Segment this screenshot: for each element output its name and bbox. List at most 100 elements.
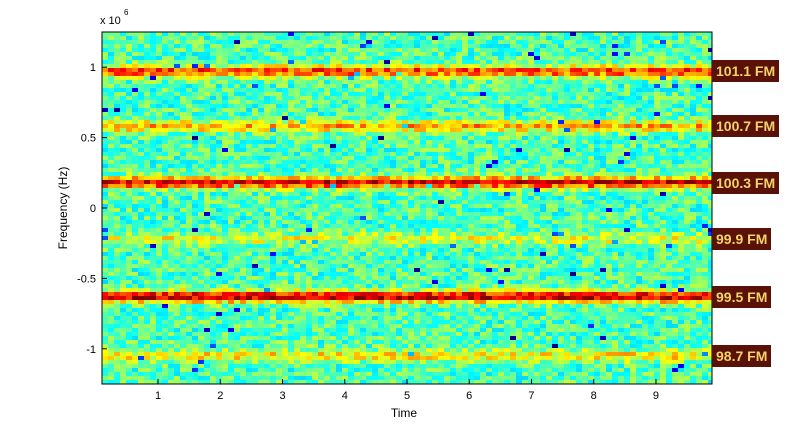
heatmap-cell xyxy=(624,184,630,188)
heatmap-cell xyxy=(336,88,342,92)
heatmap-cell xyxy=(624,92,630,96)
heatmap-cell xyxy=(288,208,294,212)
heatmap-cell xyxy=(342,36,348,40)
heatmap-cell xyxy=(648,132,654,136)
heatmap-cell xyxy=(480,224,486,228)
heatmap-cell xyxy=(198,32,204,36)
heatmap-cell xyxy=(162,32,168,36)
heatmap-cell xyxy=(102,216,108,220)
heatmap-cell xyxy=(486,48,492,52)
heatmap-cell xyxy=(486,172,492,176)
heatmap-cell xyxy=(654,120,660,124)
heatmap-cell xyxy=(594,188,600,192)
heatmap-cell xyxy=(690,124,696,128)
heatmap-cell xyxy=(450,96,456,100)
heatmap-cell xyxy=(270,172,276,176)
heatmap-cell xyxy=(636,192,642,196)
heatmap-cell xyxy=(342,40,348,44)
heatmap-cell xyxy=(540,148,546,152)
heatmap-cell xyxy=(264,80,270,84)
heatmap-cell xyxy=(534,148,540,152)
heatmap-cell xyxy=(390,200,396,204)
heatmap-cell xyxy=(672,40,678,44)
heatmap-cell xyxy=(618,84,624,88)
heatmap-cell xyxy=(654,144,660,148)
heatmap-cell xyxy=(486,216,492,220)
heatmap-cell xyxy=(654,68,660,72)
heatmap-cell xyxy=(114,180,120,184)
heatmap-cell xyxy=(324,104,330,108)
heatmap-cell xyxy=(636,116,642,120)
heatmap-cell xyxy=(510,136,516,140)
heatmap-cell xyxy=(630,172,636,176)
heatmap-cell xyxy=(282,172,288,176)
heatmap-cell xyxy=(180,204,186,208)
heatmap-cell xyxy=(402,224,408,228)
heatmap-cell xyxy=(642,164,648,168)
heatmap-cell xyxy=(342,176,348,180)
heatmap-cell xyxy=(606,164,612,168)
heatmap-cell xyxy=(300,208,306,212)
heatmap-cell xyxy=(300,76,306,80)
heatmap-cell xyxy=(516,76,522,80)
heatmap-cell xyxy=(168,192,174,196)
heatmap-cell xyxy=(570,48,576,52)
heatmap-cell xyxy=(252,224,258,228)
heatmap-cell xyxy=(600,212,606,216)
heatmap-cell xyxy=(186,36,192,40)
heatmap-cell xyxy=(624,108,630,112)
heatmap-cell xyxy=(192,128,198,132)
heatmap-cell xyxy=(636,132,642,136)
heatmap-cell xyxy=(288,116,294,120)
heatmap-cell xyxy=(480,104,486,108)
heatmap-cell xyxy=(486,132,492,136)
heatmap-cell xyxy=(384,176,390,180)
heatmap-cell xyxy=(300,124,306,128)
heatmap-cell xyxy=(708,160,712,164)
heatmap-cell xyxy=(246,140,252,144)
heatmap-cell xyxy=(360,60,366,64)
heatmap-cell xyxy=(444,92,450,96)
heatmap-cell xyxy=(114,184,120,188)
heatmap-cell xyxy=(708,56,712,60)
heatmap-cell xyxy=(594,100,600,104)
heatmap-cell xyxy=(702,156,708,160)
heatmap-cell xyxy=(306,216,312,220)
heatmap-cell xyxy=(222,208,228,212)
heatmap-cell xyxy=(342,168,348,172)
heatmap-cell xyxy=(186,104,192,108)
heatmap-cell xyxy=(372,128,378,132)
heatmap-cell xyxy=(300,168,306,172)
heatmap-cell xyxy=(432,72,438,76)
heatmap-cell xyxy=(150,168,156,172)
heatmap-cell xyxy=(678,132,684,136)
heatmap-cell xyxy=(156,104,162,108)
heatmap-cell xyxy=(360,32,366,36)
heatmap-cell xyxy=(150,96,156,100)
heatmap-cell xyxy=(312,164,318,168)
heatmap-cell xyxy=(234,200,240,204)
heatmap-cell xyxy=(354,188,360,192)
heatmap-cell xyxy=(582,208,588,212)
heatmap-cell xyxy=(606,60,612,64)
heatmap-cell xyxy=(462,92,468,96)
heatmap-cell xyxy=(462,136,468,140)
heatmap-cell xyxy=(198,40,204,44)
heatmap-cell xyxy=(282,48,288,52)
heatmap-cell xyxy=(504,100,510,104)
heatmap-cell xyxy=(294,140,300,144)
heatmap-cell xyxy=(264,180,270,184)
heatmap-cells xyxy=(102,32,712,384)
heatmap-cell xyxy=(150,132,156,136)
heatmap-cell xyxy=(258,180,264,184)
heatmap-cell xyxy=(618,112,624,116)
heatmap-cell xyxy=(450,140,456,144)
heatmap-cell xyxy=(294,96,300,100)
heatmap-cell xyxy=(354,52,360,56)
heatmap-cell xyxy=(474,140,480,144)
heatmap-cell xyxy=(114,132,120,136)
heatmap-cell xyxy=(120,68,126,72)
heatmap-cell xyxy=(270,176,276,180)
heatmap-cell xyxy=(498,120,504,124)
heatmap-cell xyxy=(588,128,594,132)
